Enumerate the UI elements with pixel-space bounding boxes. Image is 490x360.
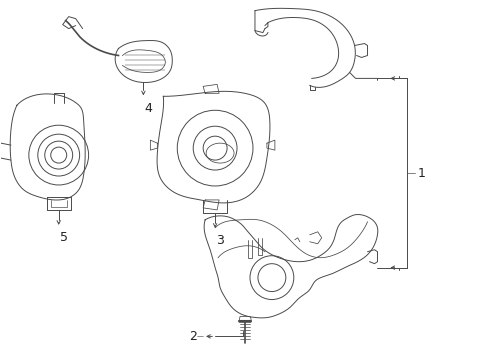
Text: 5: 5 xyxy=(60,231,68,244)
Text: 4: 4 xyxy=(145,102,152,115)
Text: 2: 2 xyxy=(189,330,197,343)
Text: 3: 3 xyxy=(216,234,224,247)
Text: 1: 1 xyxy=(417,167,425,180)
